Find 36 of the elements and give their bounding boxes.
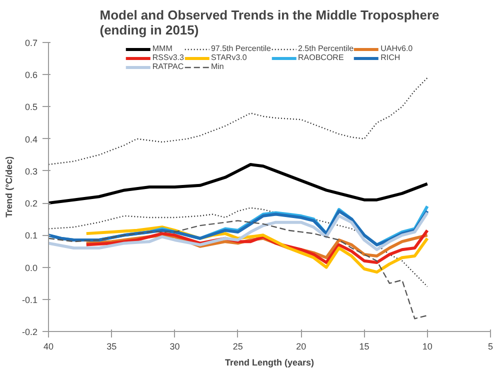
- y-tick-label: 0.2: [24, 198, 38, 209]
- x-tick-label: 15: [359, 342, 370, 352]
- line-series: [48, 211, 429, 252]
- legend-label: RAOBCORE: [298, 53, 344, 62]
- y-tick-label: -0.2: [22, 327, 38, 337]
- legend-label: 2.5th Percentile: [298, 44, 354, 53]
- y-tick-label: 0.7: [24, 38, 38, 48]
- y-tick-label: 0.3: [24, 166, 38, 176]
- y-tick-label: 0.6: [24, 70, 38, 80]
- line-series: [48, 207, 428, 288]
- x-tick-label: 35: [106, 342, 117, 352]
- y-tick-label: 0.0: [24, 262, 38, 273]
- legend-label: 97.5th Percentile: [210, 44, 272, 53]
- legend-label: UAHv6.0: [380, 44, 413, 53]
- legend-label: MMM: [152, 44, 172, 53]
- y-tick-label: -0.1: [22, 294, 38, 305]
- legend-label: RSSv3.3: [152, 53, 184, 62]
- y-tick-label: 0.5: [24, 102, 38, 112]
- x-axis-title: Trend Length (years): [224, 358, 314, 368]
- legend-label: Min: [210, 62, 225, 71]
- legend-label: RICH: [380, 53, 401, 62]
- legend-label: RATPAC: [152, 62, 184, 71]
- x-tick-label: 25: [232, 342, 243, 352]
- legend-label: STARv3.0: [210, 53, 247, 62]
- x-tick-label: 40: [43, 342, 54, 352]
- line-series: [48, 163, 429, 205]
- x-tick-label: 5: [488, 342, 494, 352]
- x-tick-label: 30: [170, 342, 180, 352]
- y-tick-label: 0.4: [24, 134, 38, 144]
- y-axis-title: Trend (°C/dec): [4, 156, 14, 218]
- line-series: [48, 77, 428, 166]
- chart-title: Model and Observed Trends in the Middle Troposphere (ending in 2015): [100, 8, 440, 38]
- line-series: [48, 220, 428, 320]
- x-tick-label: 10: [422, 342, 432, 352]
- x-tick-label: 20: [296, 342, 306, 352]
- y-tick-label: 0.1: [24, 230, 38, 241]
